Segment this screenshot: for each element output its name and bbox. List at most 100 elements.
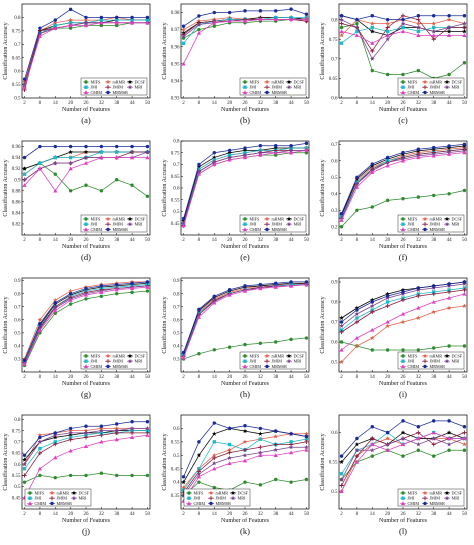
data-point-mri (446, 283, 452, 288)
legend-label: mRMR (272, 216, 285, 221)
data-point-mrmsr (289, 7, 293, 11)
legend-marker (49, 490, 55, 495)
data-point-mifs (53, 475, 57, 480)
data-point-mifs (53, 172, 57, 176)
x-tick-label: 32 (99, 101, 105, 106)
legend-label: CMIM (250, 364, 262, 369)
data-point-cmim (288, 17, 294, 22)
data-point-cmim (258, 286, 263, 291)
panel-label: (i) (399, 389, 407, 399)
legend-marker (400, 90, 406, 95)
data-point-mifs (462, 61, 467, 65)
data-point-mrmr (416, 315, 421, 320)
data-point-jmi (53, 440, 57, 444)
data-point-dcsf (196, 164, 202, 169)
data-point-mrmsr (99, 284, 104, 288)
data-point-dcsf (339, 315, 344, 320)
x-tick-label: 14 (370, 101, 376, 106)
data-point-jmi (99, 431, 104, 435)
x-tick-label: 38 (273, 512, 279, 517)
data-point-mrmsr (289, 432, 293, 436)
data-point-jmim (273, 442, 278, 447)
data-point-jmim (37, 450, 43, 456)
data-point-mrmr (181, 485, 186, 490)
data-point-mrmr (354, 343, 360, 348)
data-point-cmim (273, 285, 278, 289)
data-point-mrmsr (212, 151, 216, 155)
y-tick-label: 0.45 (171, 467, 180, 472)
y-tick-label: 0.65 (12, 452, 21, 457)
data-point-mri (211, 460, 217, 466)
data-point-mifs (212, 485, 216, 490)
data-point-mri (369, 303, 375, 308)
data-point-cmim (400, 311, 406, 316)
legend-label: JMIM (113, 222, 124, 227)
data-point-mri (385, 36, 390, 42)
legend-label: JMI (408, 222, 415, 227)
data-point-cmim (339, 218, 344, 222)
data-point-mri (22, 177, 27, 182)
data-point-mrmsr (274, 9, 278, 13)
y-tick-label: 0.9 (14, 279, 21, 284)
y-tick-label: 0.6 (331, 159, 338, 164)
data-point-mifs (84, 297, 88, 301)
data-point-mrmsr (243, 9, 247, 13)
legend-marker (444, 495, 450, 501)
data-point-cmim (53, 188, 58, 193)
legend-marker (127, 84, 133, 90)
data-point-cmim (227, 18, 232, 23)
data-point-dcsf (273, 145, 279, 150)
chart-panel-3: 0.6 0.65 0.7 0.75 0.8 2 8 14 20 26 32 38 44 50 Number … (319, 3, 467, 125)
data-point-mrmsr (339, 211, 344, 216)
y-axis-label: Classification Accuracy (319, 22, 326, 79)
data-point-dcsf (400, 430, 406, 435)
data-point-dcsf (446, 29, 452, 34)
x-tick-label: 38 (273, 238, 279, 243)
data-point-mri (369, 447, 375, 453)
legend-marker (208, 490, 214, 495)
data-point-mrmsr (447, 144, 451, 148)
legend-label: JMI (408, 496, 415, 501)
data-point-mri (181, 220, 186, 226)
data-point-mrmsr (197, 307, 201, 312)
x-tick-label: 2 (182, 238, 185, 243)
legend-marker (422, 359, 428, 364)
legend-label: MRMSR (272, 227, 288, 232)
legend-marker (84, 222, 88, 226)
legend-label: MRMSR (216, 501, 232, 506)
data-point-mrmsr (401, 290, 405, 294)
data-point-dcsf (68, 149, 73, 155)
x-tick-label: 32 (99, 238, 105, 243)
legend-marker (28, 496, 32, 500)
panel-label: (h) (240, 389, 250, 399)
legend-label: MRI (452, 85, 461, 90)
data-point-cmim (354, 33, 360, 38)
legend-marker (27, 501, 33, 506)
y-tick-label: 0.65 (329, 77, 338, 82)
data-point-jmi (22, 467, 27, 471)
x-tick-label: 32 (99, 375, 105, 380)
y-tick-label: 0.75 (12, 429, 21, 434)
data-point-mrmsr (38, 435, 42, 440)
y-tick-label: 0.7 (173, 163, 180, 168)
data-point-jmi (68, 21, 73, 25)
data-point-mifs (274, 340, 278, 344)
legend-marker (105, 85, 111, 90)
legend-marker (187, 496, 191, 500)
data-point-mri (339, 477, 344, 482)
data-point-mri (242, 452, 248, 458)
data-point-jmim (431, 37, 436, 42)
legend-marker (264, 353, 270, 358)
data-point-mifs (258, 483, 263, 487)
data-point-cmim (370, 41, 375, 45)
data-point-dcsf (242, 428, 248, 434)
data-point-mrmsr (416, 14, 421, 18)
data-point-mrmsr (370, 162, 374, 166)
data-point-dcsf (446, 430, 452, 435)
data-point-mri (258, 450, 263, 455)
data-point-jmim (400, 13, 406, 18)
legend-marker (243, 354, 247, 358)
legend-label: JMIM (272, 359, 283, 364)
y-tick-label: 0.5 (14, 331, 21, 336)
data-point-cmim (339, 29, 344, 34)
